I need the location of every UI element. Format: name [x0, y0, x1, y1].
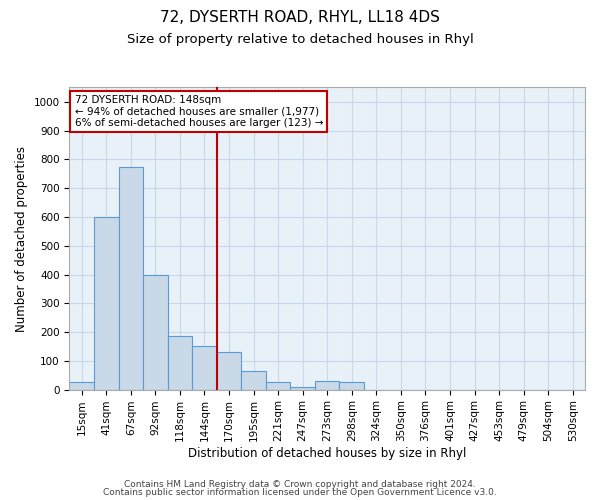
Text: Size of property relative to detached houses in Rhyl: Size of property relative to detached ho…	[127, 32, 473, 46]
Bar	[315, 381, 340, 390]
Bar	[290, 386, 315, 390]
Bar	[119, 166, 143, 390]
Text: Contains public sector information licensed under the Open Government Licence v3: Contains public sector information licen…	[103, 488, 497, 497]
Y-axis label: Number of detached properties: Number of detached properties	[15, 146, 28, 332]
X-axis label: Distribution of detached houses by size in Rhyl: Distribution of detached houses by size …	[188, 447, 466, 460]
Bar	[70, 382, 94, 390]
Bar	[241, 371, 266, 390]
Text: 72, DYSERTH ROAD, RHYL, LL18 4DS: 72, DYSERTH ROAD, RHYL, LL18 4DS	[160, 10, 440, 25]
Bar	[217, 352, 241, 390]
Text: 72 DYSERTH ROAD: 148sqm
← 94% of detached houses are smaller (1,977)
6% of semi-: 72 DYSERTH ROAD: 148sqm ← 94% of detache…	[74, 95, 323, 128]
Bar	[192, 346, 217, 390]
Bar	[167, 336, 192, 390]
Bar	[94, 217, 119, 390]
Text: Contains HM Land Registry data © Crown copyright and database right 2024.: Contains HM Land Registry data © Crown c…	[124, 480, 476, 489]
Bar	[266, 382, 290, 390]
Bar	[340, 382, 364, 390]
Bar	[143, 274, 167, 390]
